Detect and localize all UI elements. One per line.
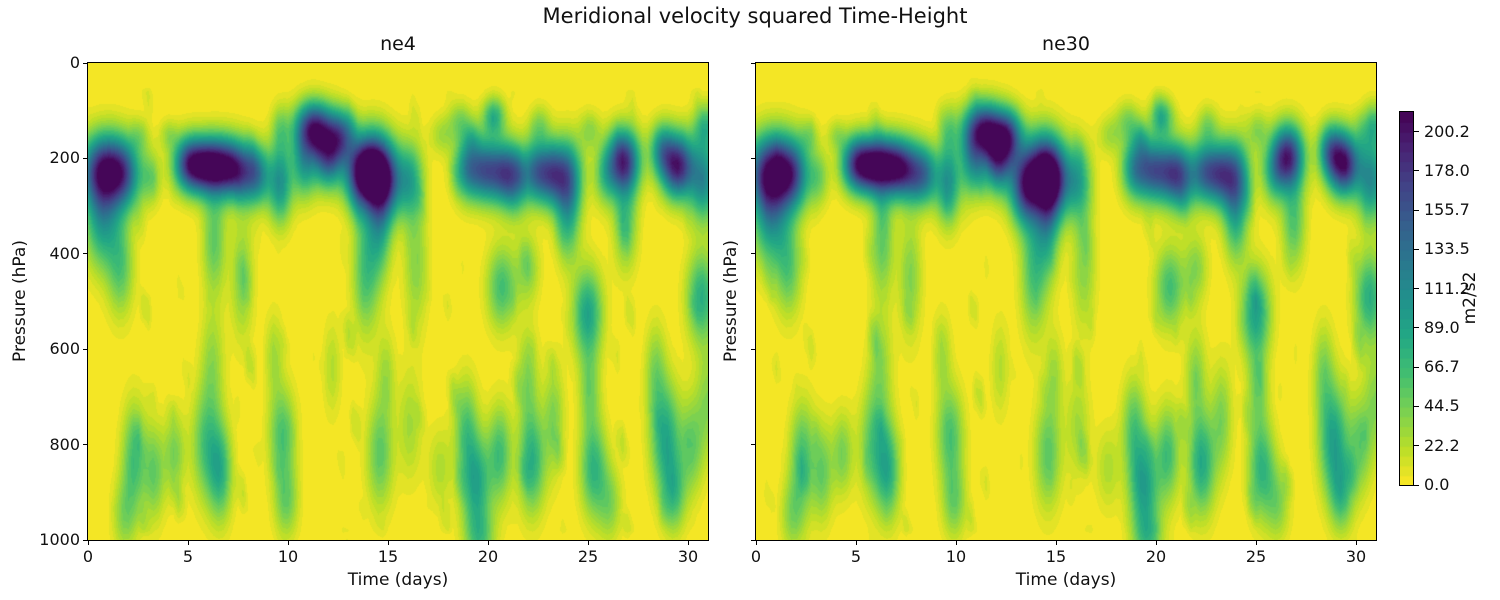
colorbar-tick-label: 178.0	[1424, 160, 1470, 180]
y-tick-mark	[83, 444, 88, 446]
y-tick-label: 800	[49, 434, 80, 454]
x-tick-label: 10	[945, 547, 967, 566]
x-tick-mark	[687, 540, 689, 545]
x-tick-label: 0	[82, 547, 94, 566]
y-tick-mark	[83, 253, 88, 255]
colorbar-tick-label: 0.0	[1424, 475, 1450, 494]
colorbar-canvas	[1400, 112, 1413, 485]
colorbar-tick-label: 22.2	[1424, 435, 1460, 455]
x-tick-mark	[1355, 540, 1357, 545]
x-tick-mark	[1055, 540, 1057, 545]
colorbar-tick-label: 89.0	[1424, 317, 1460, 337]
colorbar-tick-label: 155.7	[1424, 200, 1470, 220]
colorbar-tick-mark	[1414, 445, 1419, 447]
x-tick-label: 25	[577, 547, 599, 566]
x-tick-label: 20	[477, 547, 499, 566]
x-tick-mark	[955, 540, 957, 545]
x-tick-mark	[1155, 540, 1157, 545]
colorbar-tick-label: 44.5	[1424, 396, 1460, 416]
x-tick-label: 30	[1345, 547, 1367, 566]
y-tick-label: 0	[69, 53, 80, 72]
y-tick-mark	[751, 253, 756, 255]
y-tick-label: 400	[49, 243, 80, 263]
colorbar-tick-mark	[1414, 170, 1419, 172]
x-tick-mark	[855, 540, 857, 545]
panel-title-ne4: ne4	[380, 33, 416, 55]
x-tick-label: 5	[182, 547, 194, 566]
y-tick-label: 1000	[39, 530, 80, 549]
y-tick-label: 600	[49, 339, 80, 359]
y-tick-mark	[751, 539, 756, 541]
colorbar-tick-mark	[1414, 209, 1419, 211]
ne30-contour-canvas	[756, 63, 1376, 540]
y-tick-mark	[83, 62, 88, 64]
x-tick-mark	[187, 540, 189, 545]
y-tick-mark	[83, 348, 88, 350]
y-tick-label: 200	[49, 148, 80, 168]
ne4-y-axis-label: Pressure (hPa)	[10, 240, 30, 362]
colorbar-tick-mark	[1414, 131, 1419, 133]
y-tick-mark	[751, 62, 756, 64]
ne30-x-axis-label: Time (days)	[1015, 570, 1117, 590]
x-tick-label: 15	[1045, 547, 1067, 566]
ne30-y-axis-label: Pressure (hPa)	[721, 240, 741, 362]
x-tick-mark	[587, 540, 589, 545]
x-tick-label: 20	[1145, 547, 1167, 566]
x-tick-mark	[755, 540, 757, 545]
colorbar-tick-mark	[1414, 288, 1419, 290]
y-tick-mark	[751, 157, 756, 159]
colorbar-tick-mark	[1414, 366, 1419, 368]
y-tick-mark	[83, 539, 88, 541]
x-tick-label: 5	[850, 547, 862, 566]
colorbar-tick-label: 66.7	[1424, 357, 1460, 377]
y-tick-mark	[751, 444, 756, 446]
x-tick-mark	[1255, 540, 1257, 545]
colorbar-tick-mark	[1414, 405, 1419, 407]
x-tick-label: 25	[1245, 547, 1267, 566]
colorbar-tick-mark	[1414, 484, 1419, 486]
x-tick-label: 15	[377, 547, 399, 566]
y-tick-mark	[751, 348, 756, 350]
x-tick-label: 10	[277, 547, 299, 566]
colorbar-tick-label: 111.2	[1424, 278, 1470, 298]
figure-title: Meridional velocity squared Time-Height	[542, 4, 968, 28]
colorbar-tick-mark	[1414, 248, 1419, 250]
y-tick-mark	[83, 157, 88, 159]
colorbar-tick-label: 133.5	[1424, 239, 1470, 259]
ne4-contour-canvas	[88, 63, 708, 540]
panel-title-ne30: ne30	[1042, 33, 1090, 55]
x-tick-mark	[487, 540, 489, 545]
x-tick-mark	[87, 540, 89, 545]
ne4-x-axis-label: Time (days)	[347, 570, 449, 590]
colorbar-tick-label: 200.2	[1424, 121, 1470, 141]
x-tick-mark	[387, 540, 389, 545]
colorbar-tick-mark	[1414, 327, 1419, 329]
x-tick-label: 30	[677, 547, 699, 566]
x-tick-mark	[287, 540, 289, 545]
x-tick-label: 0	[750, 547, 762, 566]
